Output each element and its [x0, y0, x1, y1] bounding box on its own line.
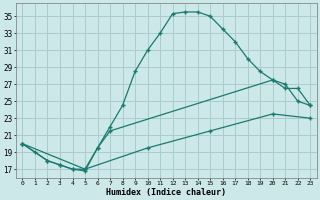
X-axis label: Humidex (Indice chaleur): Humidex (Indice chaleur): [106, 188, 226, 197]
